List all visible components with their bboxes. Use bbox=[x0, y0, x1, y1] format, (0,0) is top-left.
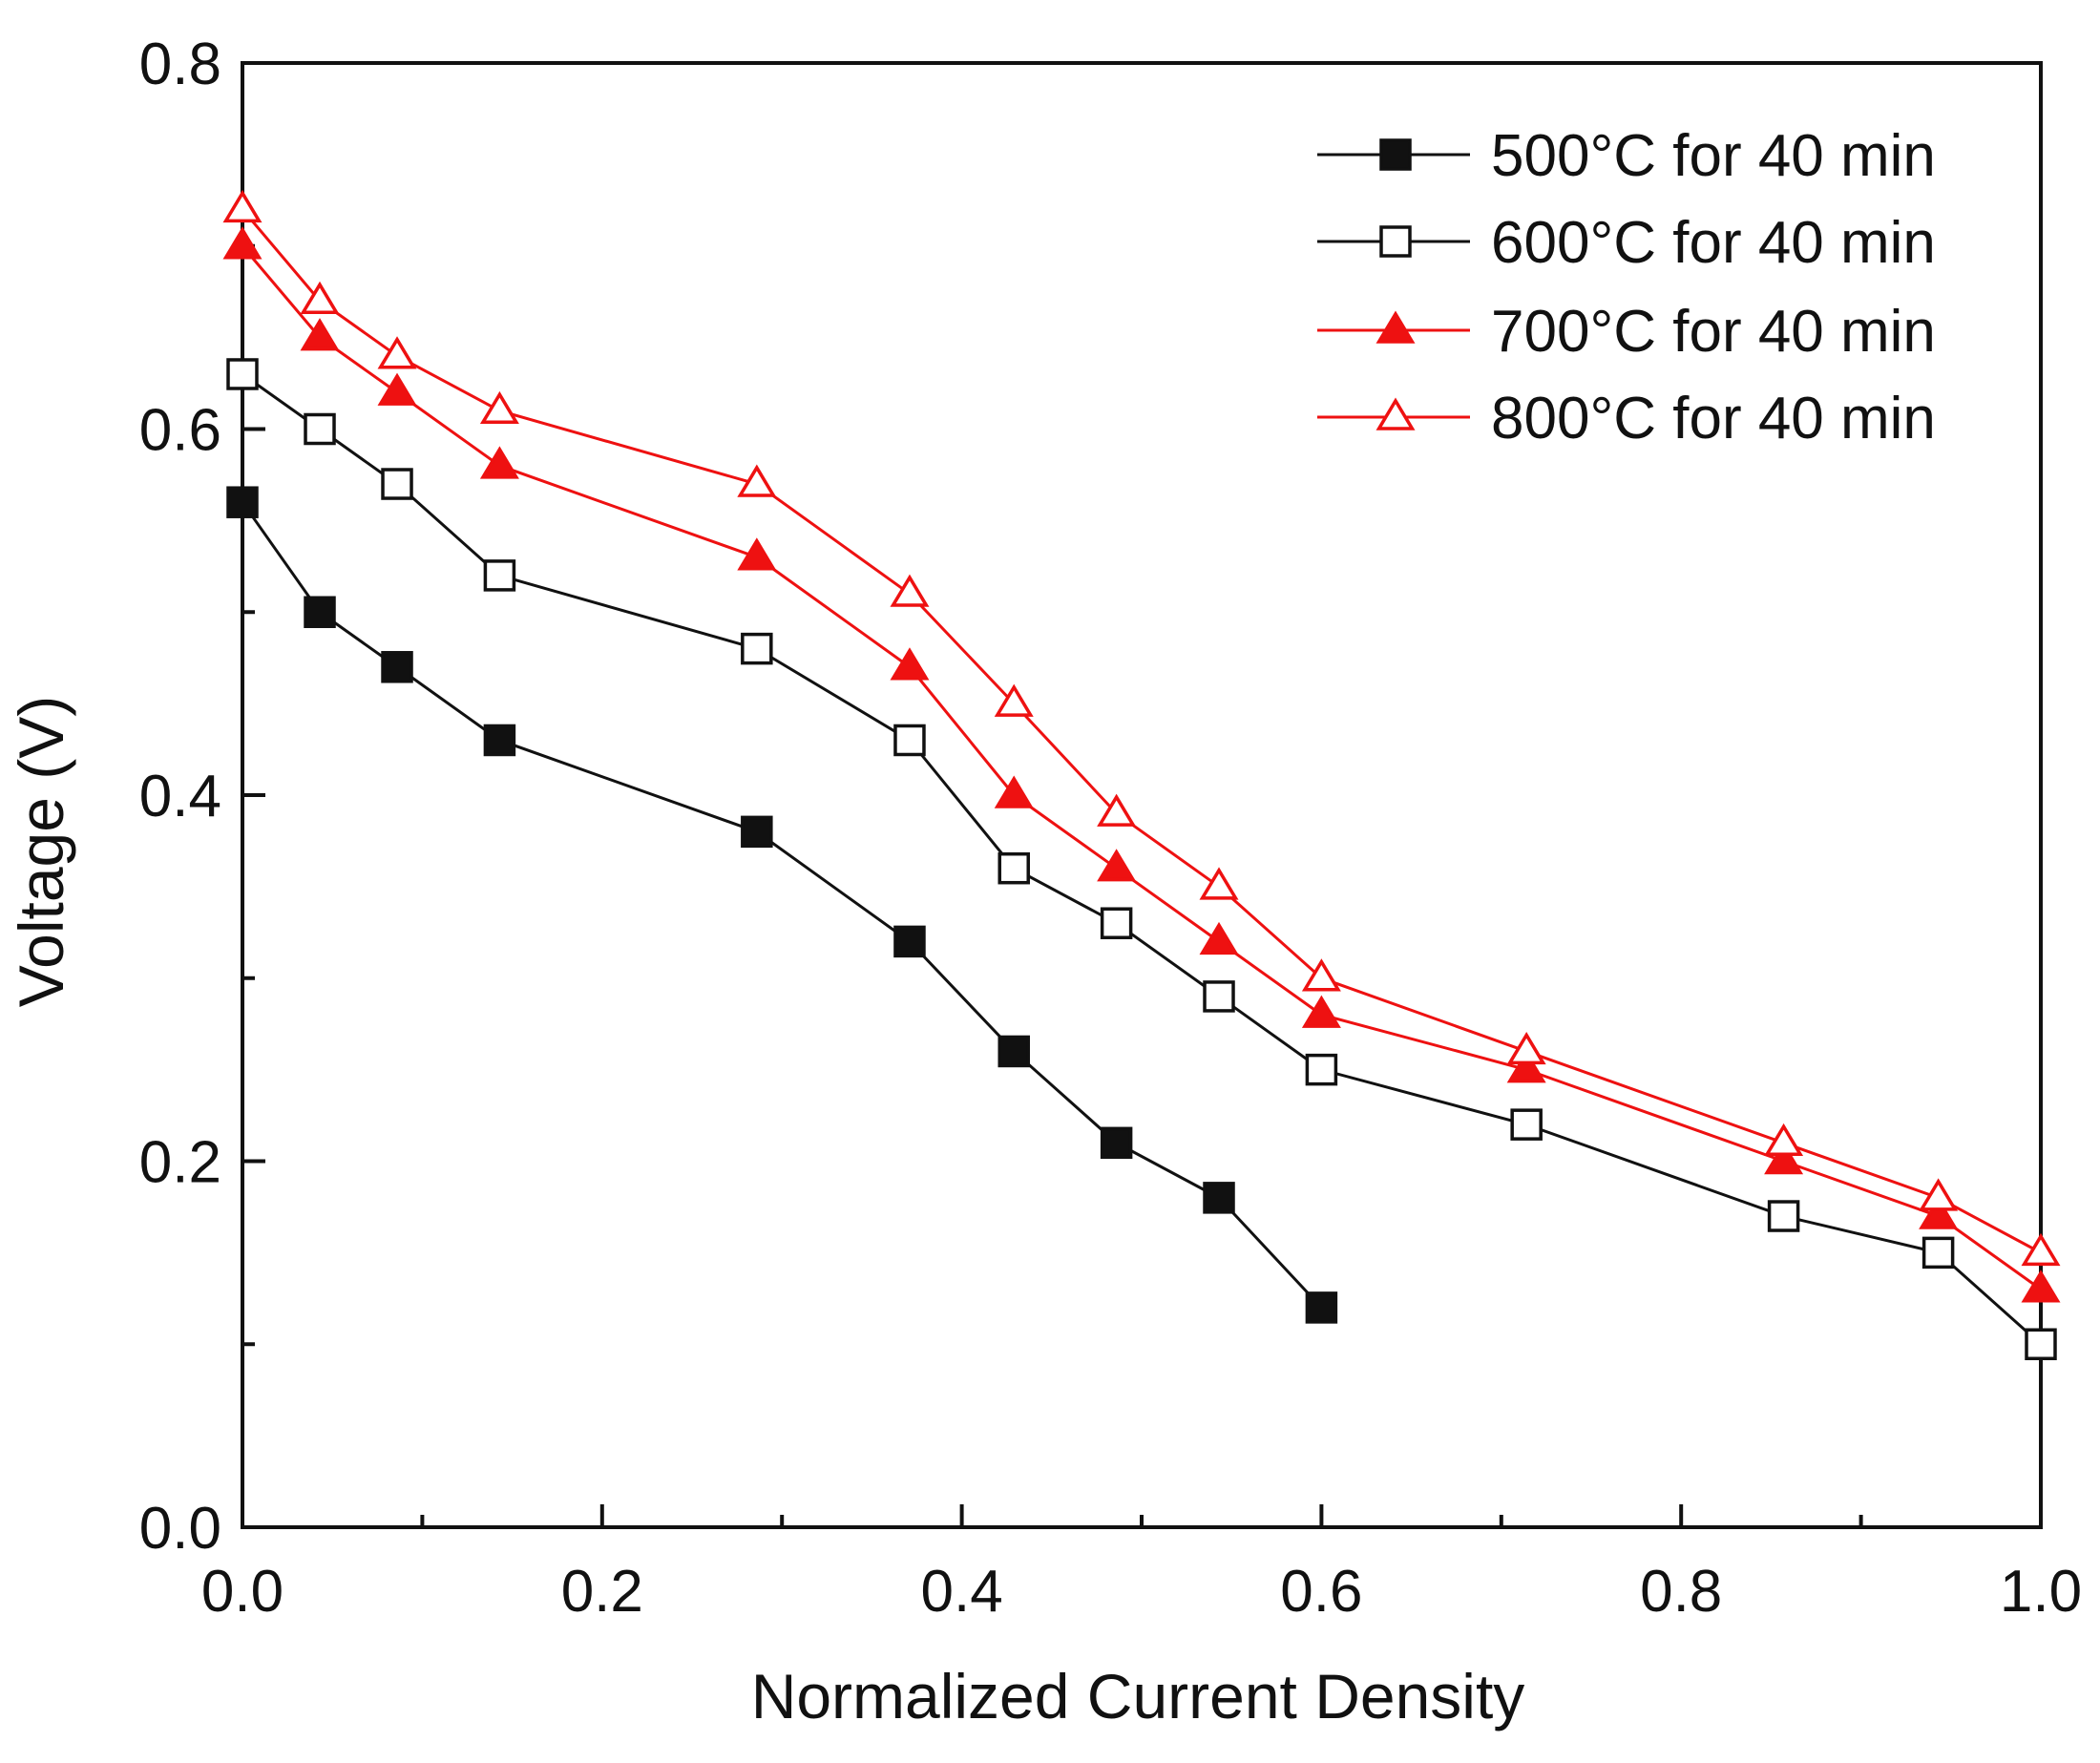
data-point bbox=[1199, 867, 1239, 900]
data-point bbox=[1301, 995, 1341, 1028]
data-point bbox=[998, 1035, 1030, 1068]
data-point bbox=[1305, 1291, 1338, 1324]
data-point bbox=[1203, 1182, 1235, 1214]
data-point bbox=[300, 318, 340, 351]
series-2 bbox=[226, 358, 2057, 1360]
legend-item-1: 500°C for 40 min bbox=[1317, 123, 1936, 189]
data-point bbox=[741, 815, 773, 849]
series-1 bbox=[226, 486, 1338, 1324]
legend-marker bbox=[1376, 397, 1416, 430]
y-tick-label: 0.2 bbox=[139, 1130, 221, 1196]
data-point bbox=[222, 189, 262, 223]
legend-item-3: 700°C for 40 min bbox=[1317, 299, 1936, 365]
data-point bbox=[304, 596, 336, 628]
data-point bbox=[2021, 1232, 2061, 1267]
data-point bbox=[2025, 1328, 2057, 1360]
data-point bbox=[1922, 1236, 1955, 1270]
data-point bbox=[377, 336, 417, 369]
data-point bbox=[893, 925, 926, 958]
data-point bbox=[1764, 1123, 1804, 1157]
y-tick-label: 0.4 bbox=[139, 764, 221, 829]
x-axis-title: Normalized Current Density bbox=[751, 1661, 1525, 1732]
legend-marker bbox=[1379, 138, 1412, 171]
data-point bbox=[994, 775, 1034, 808]
data-point bbox=[1506, 1050, 1546, 1083]
y-axis-title: Voltage (V) bbox=[6, 696, 76, 1008]
series-4 bbox=[222, 189, 2061, 1267]
legend-label: 500°C for 40 min bbox=[1491, 123, 1936, 189]
data-point bbox=[226, 486, 259, 518]
plot-frame bbox=[241, 61, 2043, 1529]
x-tick-label: 0.4 bbox=[920, 1559, 1002, 1625]
data-point bbox=[1506, 1031, 1546, 1065]
y-tick-label: 0.6 bbox=[139, 398, 221, 464]
data-point bbox=[300, 281, 340, 314]
series-3 bbox=[222, 226, 2061, 1303]
data-point bbox=[737, 537, 777, 571]
data-point bbox=[479, 446, 519, 479]
data-point bbox=[2021, 1270, 2061, 1303]
legend-marker bbox=[1379, 225, 1412, 258]
data-point bbox=[377, 372, 417, 406]
series-line bbox=[241, 501, 1323, 1309]
x-tick-label: 0.0 bbox=[201, 1559, 284, 1625]
data-point bbox=[1305, 1053, 1338, 1086]
data-point bbox=[1767, 1200, 1800, 1232]
data-point bbox=[1097, 849, 1137, 882]
data-point bbox=[483, 724, 516, 757]
data-point bbox=[1919, 1178, 1959, 1211]
data-point bbox=[1203, 980, 1235, 1013]
data-point bbox=[222, 226, 262, 260]
data-point bbox=[479, 390, 519, 425]
data-point bbox=[304, 412, 336, 446]
data-point bbox=[890, 574, 930, 607]
legend-label: 700°C for 40 min bbox=[1491, 299, 1936, 365]
legend-item-2: 600°C for 40 min bbox=[1317, 210, 1936, 276]
data-point bbox=[741, 632, 773, 665]
data-point bbox=[994, 683, 1034, 717]
data-point bbox=[381, 651, 413, 683]
series-line bbox=[242, 372, 2042, 1346]
y-tick-label: 0.8 bbox=[139, 31, 221, 97]
data-point bbox=[1510, 1108, 1543, 1141]
data-point bbox=[1199, 921, 1239, 955]
data-point bbox=[1100, 907, 1133, 939]
legend-label: 600°C for 40 min bbox=[1491, 210, 1936, 276]
data-point bbox=[998, 851, 1030, 885]
y-tick-label: 0.0 bbox=[139, 1496, 221, 1562]
data-point bbox=[1919, 1196, 1959, 1229]
legend-marker bbox=[1376, 310, 1416, 344]
legend-label: 800°C for 40 min bbox=[1491, 386, 1936, 451]
data-point bbox=[1100, 1126, 1133, 1160]
data-point bbox=[226, 358, 259, 390]
legend-item-4: 800°C for 40 min bbox=[1317, 386, 1936, 451]
x-tick-label: 0.2 bbox=[561, 1559, 643, 1625]
data-point bbox=[381, 468, 413, 500]
x-tick-label: 0.8 bbox=[1640, 1559, 1722, 1625]
data-point bbox=[1097, 793, 1137, 827]
data-point bbox=[890, 647, 930, 681]
data-point bbox=[1764, 1141, 1804, 1175]
data-point bbox=[893, 724, 926, 757]
data-point bbox=[483, 559, 516, 592]
data-point bbox=[737, 464, 777, 497]
x-tick-label: 1.0 bbox=[2000, 1559, 2082, 1625]
data-point bbox=[1301, 958, 1341, 992]
x-tick-label: 0.6 bbox=[1280, 1559, 1362, 1625]
